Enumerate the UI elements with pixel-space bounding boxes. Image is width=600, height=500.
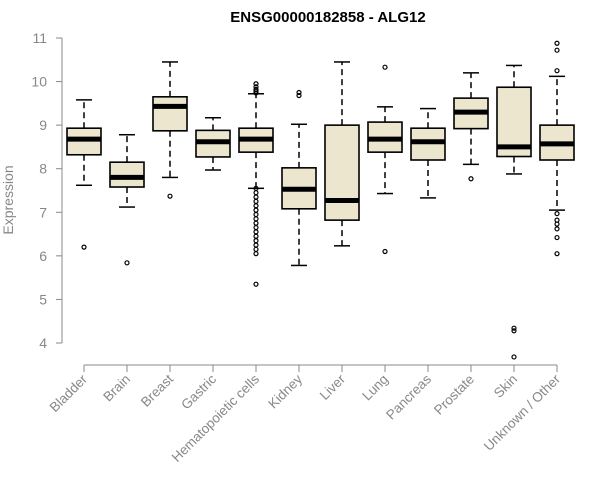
box-breast bbox=[152, 61, 188, 199]
box-brain bbox=[109, 133, 145, 266]
outlier-kidney-1 bbox=[296, 92, 302, 99]
x-tick-label-kidney: Kidney bbox=[265, 371, 305, 411]
outlier-hematopoietic-cells-10 bbox=[253, 207, 259, 213]
outlier-hematopoietic-cells-9 bbox=[253, 203, 259, 209]
y-axis-label: Expression bbox=[0, 165, 16, 234]
x-tick-label-bladder: Bladder bbox=[47, 371, 91, 415]
iqr-box-liver bbox=[324, 124, 360, 221]
y-tick-label-11: 11 bbox=[32, 30, 47, 46]
y-tick-label-6: 6 bbox=[39, 248, 47, 264]
outlier-prostate-0 bbox=[468, 176, 474, 182]
box-gastric bbox=[195, 116, 231, 171]
outlier-hematopoietic-cells-7 bbox=[253, 194, 259, 200]
x-tick-label-skin: Skin bbox=[491, 372, 520, 401]
outlier-lung-1 bbox=[382, 248, 388, 255]
x-tick-label-gastric: Gastric bbox=[178, 371, 219, 412]
box-kidney bbox=[281, 89, 317, 267]
y-tick-label-7: 7 bbox=[39, 204, 47, 220]
outlier-unknown-other-7 bbox=[554, 234, 560, 241]
iqr-box-brain bbox=[109, 161, 145, 188]
y-tick-label-5: 5 bbox=[39, 291, 47, 307]
y-ticks: 4 5 6 7 8 9 10 11 bbox=[31, 30, 62, 351]
outlier-hematopoietic-cells-12 bbox=[253, 216, 259, 222]
outlier-hematopoietic-cells-6 bbox=[253, 190, 259, 196]
outlier-skin-1 bbox=[511, 328, 517, 334]
outlier-hematopoietic-cells-13 bbox=[253, 220, 259, 226]
outlier-kidney-0 bbox=[296, 89, 302, 96]
box-bladder bbox=[66, 99, 102, 250]
outlier-unknown-other-1 bbox=[554, 47, 560, 53]
y-tick-label-10: 10 bbox=[31, 74, 47, 90]
outlier-unknown-other-6 bbox=[554, 226, 560, 232]
x-tick-label-liver: Liver bbox=[317, 371, 349, 403]
box-unknown-other bbox=[539, 40, 575, 257]
x-tick-label-unknown-other: Unknown / Other bbox=[481, 371, 564, 454]
y-tick-label-4: 4 bbox=[39, 335, 47, 351]
outlier-hematopoietic-cells-11 bbox=[253, 211, 259, 218]
y-tick-label-8: 8 bbox=[39, 161, 47, 177]
outlier-unknown-other-5 bbox=[554, 221, 560, 227]
outlier-unknown-other-8 bbox=[554, 251, 560, 257]
x-tick-label-brain: Brain bbox=[100, 372, 133, 405]
x-tick-label-breast: Breast bbox=[138, 371, 176, 409]
outlier-skin-0 bbox=[511, 325, 517, 331]
outlier-hematopoietic-cells-4 bbox=[253, 90, 259, 96]
outlier-breast-0 bbox=[167, 193, 173, 199]
outlier-hematopoietic-cells-0 bbox=[253, 81, 259, 87]
box-liver bbox=[324, 61, 360, 247]
y-tick-label-9: 9 bbox=[39, 117, 47, 133]
box-prostate bbox=[453, 72, 489, 182]
outlier-hematopoietic-cells-15 bbox=[253, 229, 259, 235]
outlier-unknown-other-3 bbox=[554, 210, 560, 217]
outlier-bladder-0 bbox=[81, 244, 87, 250]
outlier-hematopoietic-cells-16 bbox=[253, 233, 259, 239]
x-tick-label-prostate: Prostate bbox=[431, 372, 477, 418]
outlier-hematopoietic-cells-3 bbox=[253, 88, 259, 94]
x-tick-label-lung: Lung bbox=[359, 372, 391, 404]
box-lung bbox=[367, 64, 403, 255]
outlier-hematopoietic-cells-18 bbox=[253, 242, 259, 248]
outlier-hematopoietic-cells-17 bbox=[253, 238, 259, 244]
box-hematopoietic-cells bbox=[238, 81, 274, 287]
outlier-hematopoietic-cells-19 bbox=[253, 246, 259, 252]
iqr-box-breast bbox=[152, 96, 188, 132]
chart-title: ENSG00000182858 - ALG12 bbox=[230, 9, 425, 26]
outlier-brain-0 bbox=[124, 260, 130, 266]
box-skin bbox=[496, 64, 532, 360]
outlier-unknown-other-0 bbox=[554, 40, 560, 46]
outlier-skin-2 bbox=[511, 354, 517, 360]
box-pancreas bbox=[410, 107, 446, 199]
outlier-lung-0 bbox=[382, 64, 388, 70]
outlier-hematopoietic-cells-14 bbox=[253, 224, 259, 231]
outlier-hematopoietic-cells-21 bbox=[253, 281, 259, 287]
x-tick-label-pancreas: Pancreas bbox=[383, 371, 434, 422]
outlier-hematopoietic-cells-8 bbox=[253, 198, 259, 204]
outlier-hematopoietic-cells-20 bbox=[253, 251, 259, 257]
outlier-unknown-other-2 bbox=[554, 68, 560, 74]
boxes bbox=[66, 40, 575, 360]
